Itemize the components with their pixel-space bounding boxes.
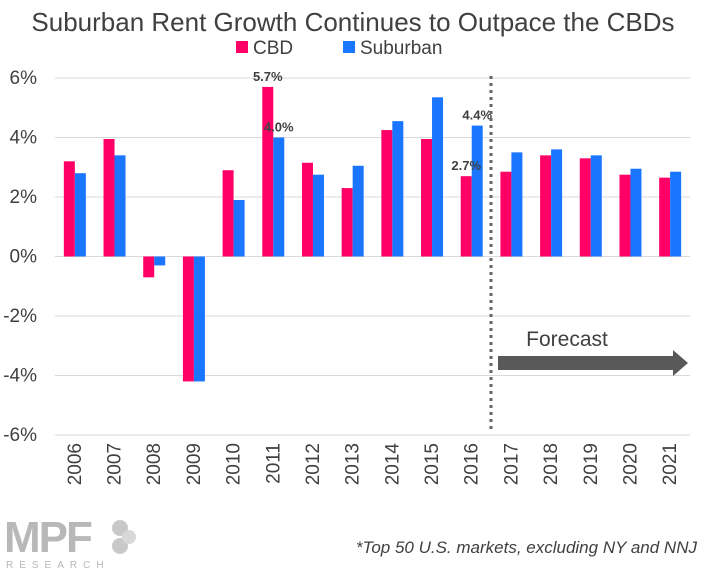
- data-label: 4.0%: [264, 120, 294, 135]
- logo-text: MPF: [4, 513, 92, 562]
- forecast-arrow: [498, 350, 688, 376]
- bar-suburban-2016: [471, 125, 483, 257]
- data-label: 2.7%: [451, 158, 481, 173]
- data-label: 5.7%: [253, 69, 283, 84]
- y-axis-ticks: 6% 4% 2% 0% -2% -4% -6%: [3, 68, 37, 446]
- x-tick-label: 2021: [660, 443, 681, 485]
- x-tick-label: 2013: [343, 443, 364, 485]
- bar-cbd-2020: [619, 174, 631, 257]
- bar-cbd-2016: [460, 176, 472, 257]
- bar-cbd-2013: [341, 188, 353, 257]
- x-tick-label: 2009: [184, 443, 205, 485]
- bar-suburban-2010: [233, 199, 245, 257]
- y-tick-label: 4%: [10, 128, 38, 149]
- bar-suburban-2011: [273, 137, 285, 257]
- chart-title: Suburban Rent Growth Continues to Outpac…: [31, 7, 674, 37]
- legend-swatch-suburban: [343, 41, 355, 53]
- bar-cbd-2007: [103, 138, 115, 257]
- x-tick-label: 2019: [581, 443, 602, 485]
- logo-subtext: RESEARCH: [6, 560, 110, 571]
- bar-suburban-2009: [193, 256, 205, 382]
- bar-suburban-2017: [511, 152, 523, 257]
- y-tick-label: -2%: [3, 306, 37, 327]
- y-tick-label: -4%: [3, 366, 37, 387]
- x-tick-label: 2015: [422, 443, 443, 485]
- x-tick-label: 2014: [382, 443, 403, 486]
- bar-suburban-2007: [114, 155, 126, 257]
- bar-suburban-2006: [74, 173, 86, 257]
- y-tick-label: 0%: [10, 247, 38, 268]
- x-tick-label: 2008: [144, 443, 165, 485]
- bar-suburban-2014: [392, 121, 404, 257]
- bar-suburban-2018: [551, 149, 563, 257]
- mpf-logo: MPF RESEARCH: [4, 513, 136, 571]
- legend: CBD Suburban: [236, 38, 442, 59]
- data-labels: 5.7% 4.0% 2.7% 4.4%: [253, 69, 493, 173]
- bar-cbd-2017: [500, 171, 512, 257]
- bar-suburban-2015: [432, 97, 444, 257]
- x-tick-label: 2007: [105, 443, 126, 485]
- footnote: *Top 50 U.S. markets, excluding NY and N…: [356, 538, 698, 557]
- bar-cbd-2010: [222, 170, 234, 257]
- x-tick-label: 2006: [65, 443, 86, 485]
- bar-cbd-2011: [262, 86, 274, 257]
- x-axis-ticks: 2006 2007 2008 2009 2010 2011 2012 2013 2014 2015…: [65, 443, 681, 486]
- bar-suburban-2021: [670, 171, 682, 257]
- bar-suburban-2008: [154, 256, 166, 266]
- forecast-label: Forecast: [526, 328, 608, 351]
- bar-cbd-2012: [301, 162, 313, 257]
- bar-cbd-2021: [659, 177, 671, 257]
- bar-cbd-2019: [579, 158, 591, 257]
- bar-cbd-2008: [143, 256, 155, 278]
- bar-cbd-2015: [421, 138, 433, 257]
- logo-dot-2: [112, 538, 128, 554]
- y-tick-label: 6%: [10, 68, 38, 89]
- bar-cbd-2014: [381, 130, 393, 257]
- legend-label-cbd: CBD: [253, 38, 293, 59]
- bars: [63, 86, 682, 382]
- bar-cbd-2018: [540, 155, 552, 257]
- bar-suburban-2012: [312, 174, 324, 257]
- legend-label-suburban: Suburban: [360, 38, 442, 59]
- y-tick-label: -6%: [3, 425, 37, 446]
- bar-suburban-2020: [630, 168, 642, 257]
- bar-cbd-2009: [182, 256, 194, 382]
- logo-dot-3: [122, 530, 136, 544]
- x-tick-label: 2012: [303, 443, 324, 485]
- bar-suburban-2019: [590, 155, 602, 257]
- x-tick-label: 2011: [263, 443, 284, 484]
- y-tick-label: 2%: [10, 187, 38, 208]
- bar-suburban-2013: [352, 165, 364, 257]
- legend-swatch-cbd: [236, 41, 248, 53]
- logo-dot-1: [112, 520, 128, 536]
- x-tick-label: 2010: [224, 443, 245, 485]
- x-tick-label: 2018: [541, 443, 562, 485]
- x-tick-label: 2016: [462, 443, 483, 485]
- bar-cbd-2006: [63, 161, 75, 257]
- data-label: 4.4%: [462, 108, 492, 123]
- x-tick-label: 2020: [620, 443, 641, 485]
- x-tick-label: 2017: [501, 443, 522, 485]
